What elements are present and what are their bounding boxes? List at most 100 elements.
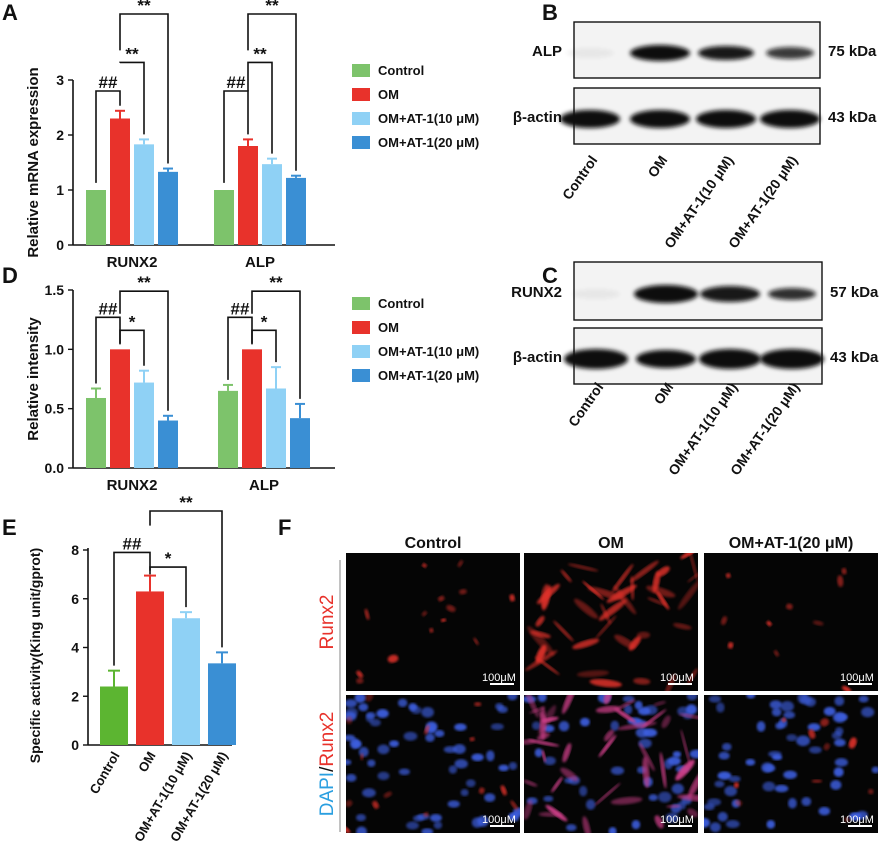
nucleus — [689, 749, 698, 759]
stained-cell — [848, 737, 857, 749]
stained-cell — [598, 734, 617, 758]
bar — [134, 382, 154, 468]
nucleus — [558, 720, 570, 732]
size-label: 57 kDa — [830, 284, 879, 301]
nucleus — [490, 723, 504, 731]
legend-label: OM+AT-1(20 μM) — [378, 368, 479, 383]
row-label-runx2: Runx2 — [317, 595, 338, 650]
nucleus — [421, 828, 434, 833]
stained-cell — [573, 598, 599, 619]
stained-cell — [535, 615, 545, 627]
stained-cell — [538, 811, 563, 817]
nucleus — [849, 812, 862, 822]
significance-mark: ## — [99, 299, 118, 318]
nucleus — [376, 709, 389, 718]
y-axis-label: Specific activity(King unit/gprot) — [27, 548, 43, 763]
nucleus — [406, 821, 419, 830]
lane-label: OM+AT-1(20 μM) — [727, 380, 803, 479]
fluorescence-panel-f: Control OM OM+AT-1(20 μM)Runx2DAPI/Runx210… — [317, 535, 878, 833]
stained-cell — [541, 749, 546, 763]
micrograph-cells — [525, 553, 698, 691]
group-label: ALP — [245, 254, 275, 271]
significance-mark: ## — [227, 73, 246, 92]
significance-mark: ** — [179, 493, 193, 512]
stained-cell — [582, 816, 591, 833]
stained-cell — [356, 677, 364, 684]
bar — [100, 686, 128, 745]
nucleus — [579, 785, 588, 797]
stained-cell — [473, 637, 479, 646]
nucleus — [783, 711, 796, 719]
protein-label: β-actin — [513, 109, 562, 126]
stained-cell — [647, 597, 667, 606]
blot-band — [636, 350, 696, 368]
stained-cell — [457, 559, 464, 568]
blot-band — [699, 349, 761, 369]
nucleus — [746, 695, 756, 699]
nucleus — [454, 759, 468, 769]
nucleus — [745, 758, 756, 766]
nucleus — [358, 703, 369, 712]
nucleus — [366, 712, 377, 719]
nucleus — [648, 794, 658, 801]
nucleus — [788, 797, 797, 809]
scale-bar-label: 100μM — [482, 814, 516, 826]
nucleus — [471, 817, 483, 828]
stained-cell — [527, 626, 555, 656]
significance-mark: ** — [137, 0, 151, 15]
legend-label: OM+AT-1(20 μM) — [378, 135, 479, 150]
stained-cell — [614, 708, 636, 723]
column-header: OM+AT-1(20 μM) — [729, 535, 854, 552]
nucleus — [543, 795, 554, 802]
stained-cell — [346, 800, 353, 807]
bar — [134, 144, 154, 245]
significance-mark: ## — [231, 299, 250, 318]
panel-label-e: E — [2, 515, 17, 540]
nucleus — [807, 723, 821, 731]
stained-cell — [646, 585, 676, 598]
significance-mark: * — [165, 549, 172, 568]
panel-label-a: A — [2, 0, 18, 25]
stained-cell — [356, 670, 364, 679]
bar — [218, 390, 238, 468]
stained-cell — [677, 580, 698, 610]
stained-cell — [469, 737, 475, 742]
significance-mark: * — [129, 312, 136, 331]
significance-mark: ** — [137, 273, 151, 292]
nucleus — [486, 750, 495, 762]
nucleus — [448, 765, 458, 774]
stained-cell — [594, 782, 621, 806]
stained-cell — [567, 563, 599, 572]
bar — [242, 349, 262, 468]
stained-cell — [680, 729, 691, 767]
stained-cell — [785, 603, 793, 610]
y-tick-label: 8 — [71, 542, 79, 558]
blot-band — [630, 110, 690, 128]
stained-cell — [678, 713, 698, 720]
stained-cell — [633, 677, 651, 685]
stained-cell — [598, 599, 627, 621]
x-tick-label: Control — [86, 749, 122, 797]
stained-cell — [823, 743, 831, 751]
chart-a: 0 1 2 3 Relative mRNA expression RUNX2 ALP Cont… — [25, 0, 479, 271]
stained-cell — [589, 678, 622, 688]
nucleus — [672, 751, 682, 758]
significance-bracket — [119, 13, 169, 164]
legend-swatch — [352, 321, 370, 334]
nucleus — [512, 807, 520, 817]
stained-cell — [424, 724, 430, 735]
nucleus — [443, 746, 457, 754]
micrograph — [704, 553, 878, 691]
nucleus — [498, 764, 509, 772]
nucleus — [537, 695, 547, 703]
y-axis-label: Relative mRNA expression — [25, 67, 42, 257]
significance-mark: ** — [125, 44, 139, 63]
y-tick-label: 1.5 — [45, 282, 65, 298]
nucleus — [797, 695, 808, 704]
western-blot-b: ALP 75 kDa β-actin 43 kDa Control OMOM+AT-1(1… — [513, 21, 877, 251]
protein-label: ALP — [532, 43, 562, 60]
nucleus — [834, 696, 845, 706]
y-tick-label: 1.0 — [45, 341, 65, 357]
nucleus — [369, 718, 381, 727]
